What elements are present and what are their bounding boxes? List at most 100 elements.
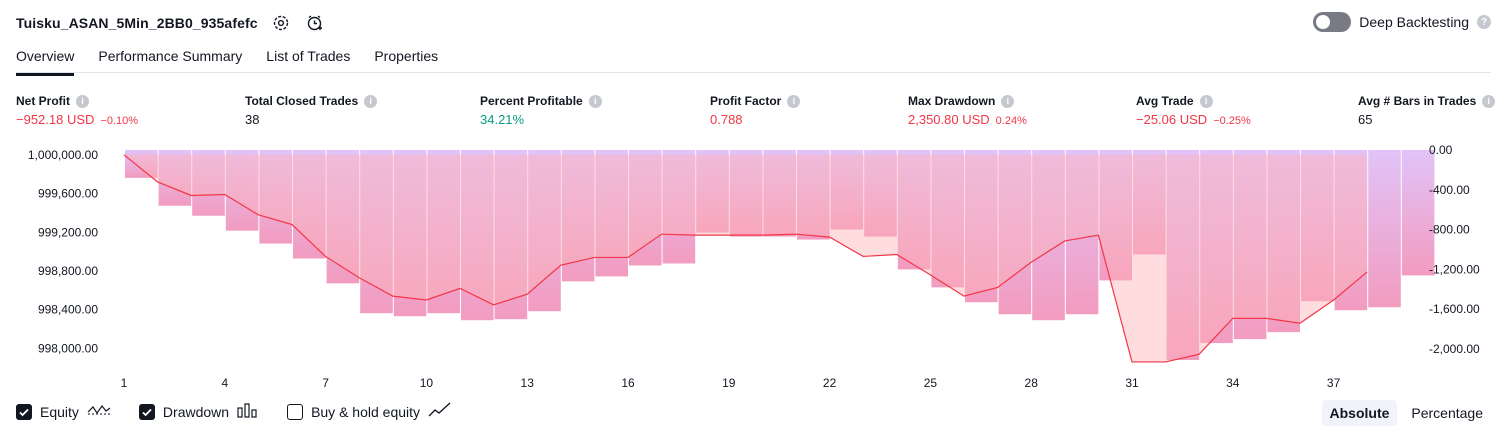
metric-value: 2,350.80 USD	[908, 112, 990, 127]
drawdown-bar	[662, 150, 696, 264]
drawdown-bar	[1301, 150, 1334, 302]
drawdown-bar	[1133, 150, 1166, 255]
right-tick-label: -400.00	[1429, 183, 1470, 197]
info-icon[interactable]: i	[364, 94, 378, 108]
metrics-row: Net Profit i −952.18 USD −0.10% Total Clos…	[16, 94, 1496, 134]
drawdown-bar	[494, 150, 528, 320]
tab-performance-summary[interactable]: Performance Summary	[98, 48, 243, 64]
x-tick-label: 7	[322, 376, 329, 390]
drawdown-bar	[1401, 150, 1435, 276]
info-icon[interactable]: i	[1001, 94, 1015, 108]
equity-checkbox[interactable]	[16, 403, 32, 420]
add-alert-clock-icon[interactable]	[304, 12, 326, 34]
drawdown-bar	[259, 150, 292, 244]
right-tick-label: 0.00	[1429, 143, 1453, 157]
drawdown-bar	[797, 150, 830, 240]
deep-backtesting: Deep Backtesting ?	[1313, 12, 1491, 32]
scale-mode: Absolute Percentage	[1321, 400, 1492, 426]
legend-drawdown[interactable]: Drawdown	[138, 402, 259, 421]
gear-icon[interactable]	[270, 12, 292, 34]
drawdown-bar	[125, 150, 158, 178]
x-tick-label: 19	[722, 376, 736, 390]
metric-value: −25.06 USD	[1136, 112, 1208, 127]
drawdown-bar	[1200, 150, 1233, 344]
metric-label: Profit Factor	[710, 94, 782, 108]
info-icon[interactable]: i	[787, 94, 801, 108]
metric-label: Net Profit	[16, 94, 70, 108]
metric-sub: 0.24%	[995, 115, 1027, 127]
x-tick-label: 34	[1226, 376, 1240, 390]
legend-buy-hold[interactable]: Buy & hold equity	[287, 402, 452, 421]
left-tick-label: 999,200.00	[38, 225, 98, 239]
legend-equity[interactable]: Equity	[16, 402, 111, 421]
drawdown-bar	[998, 150, 1032, 315]
drawdown-bar	[528, 150, 561, 312]
metric-value: 65	[1358, 112, 1373, 127]
tab-overview[interactable]: Overview	[16, 44, 75, 76]
absolute-button[interactable]: Absolute	[1321, 400, 1398, 426]
deep-backtesting-toggle[interactable]	[1313, 12, 1352, 32]
metric-label: Max Drawdown	[908, 94, 996, 108]
metric-sub: −0.25%	[1213, 115, 1251, 127]
drawdown-bar	[696, 150, 729, 233]
drawdown-bar	[1233, 150, 1267, 340]
tab-list-of-trades[interactable]: List of Trades	[266, 48, 351, 64]
drawdown-bar	[393, 150, 427, 317]
equity-area	[124, 154, 1368, 362]
info-icon[interactable]: i	[1199, 94, 1213, 108]
drawdown-checkbox[interactable]	[138, 403, 155, 420]
deep-backtesting-label: Deep Backtesting	[1359, 14, 1469, 30]
equity-line	[123, 154, 1368, 363]
strategy-title: Tuisku_ASAN_5Min_2BB0_935afefc	[16, 15, 258, 31]
x-tick-label: 16	[621, 376, 635, 390]
metric-avg-trade: Avg Trade i −25.06 USD −0.25%	[1136, 94, 1251, 127]
equity-drawdown-chart: 1,000,000.00 999,600.00 999,200.00 998,800.…	[28, 143, 1480, 390]
right-tick-label: -800.00	[1429, 223, 1470, 237]
drawdown-bar	[729, 150, 763, 237]
help-icon[interactable]: ?	[1477, 15, 1491, 29]
info-icon[interactable]: i	[1482, 94, 1496, 108]
drawdown-bar	[595, 150, 628, 277]
x-tick-label: 22	[823, 376, 837, 390]
header: Tuisku_ASAN_5Min_2BB0_935afefc	[16, 8, 326, 38]
metric-label: Avg # Bars in Trades	[1358, 94, 1477, 108]
tab-bar: Overview Performance Summary List of Tra…	[16, 44, 438, 76]
drawdown-bar	[158, 150, 192, 206]
drawdown-bar	[965, 150, 998, 303]
x-tick-label: 13	[521, 376, 535, 390]
drawdown-bar	[1166, 150, 1200, 360]
drawdown-bar	[427, 150, 460, 314]
x-tick-label: 25	[924, 376, 938, 390]
drawdown-bar	[360, 150, 393, 314]
tab-properties[interactable]: Properties	[374, 48, 439, 64]
legend-label: Drawdown	[162, 403, 230, 420]
info-icon[interactable]: i	[76, 94, 89, 108]
drawdown-bar	[931, 150, 964, 288]
drawdown-bar	[192, 150, 225, 216]
legend-label: Equity	[40, 403, 79, 420]
drawdown-bar	[1065, 150, 1099, 315]
bar-chart-icon	[237, 402, 259, 421]
metric-label: Total Closed Trades	[245, 94, 359, 108]
drawdown-bar	[897, 150, 931, 270]
equity-line-icon	[87, 402, 111, 421]
metric-profit-factor: Profit Factor i 0.788	[710, 94, 801, 127]
buy-hold-checkbox[interactable]	[287, 403, 304, 420]
metric-value: 34.21%	[480, 112, 525, 127]
drawdown-bar	[830, 150, 864, 230]
metric-sub: −0.10%	[100, 115, 139, 127]
tabs-divider	[16, 72, 1491, 73]
left-axis: 1,000,000.00 999,600.00 999,200.00 998,800.…	[28, 148, 98, 356]
info-icon[interactable]: i	[588, 94, 602, 108]
x-axis: 1 4 7 10 13 16 19 22 25 28 31 34 37	[121, 376, 1341, 390]
drawdown-bar	[1368, 150, 1401, 308]
equity-fill	[124, 154, 1368, 362]
x-tick-label: 37	[1327, 376, 1341, 390]
right-axis: 0.00 -400.00 -800.00 -1,200.00 -1,600.00 -2,0…	[1429, 143, 1480, 356]
percentage-button[interactable]: Percentage	[1411, 405, 1483, 421]
metric-value: 0.788	[710, 112, 743, 127]
right-tick-label: -2,000.00	[1429, 342, 1480, 356]
metric-value: 38	[245, 112, 260, 127]
x-tick-label: 4	[221, 376, 228, 390]
left-tick-label: 998,800.00	[38, 264, 98, 278]
